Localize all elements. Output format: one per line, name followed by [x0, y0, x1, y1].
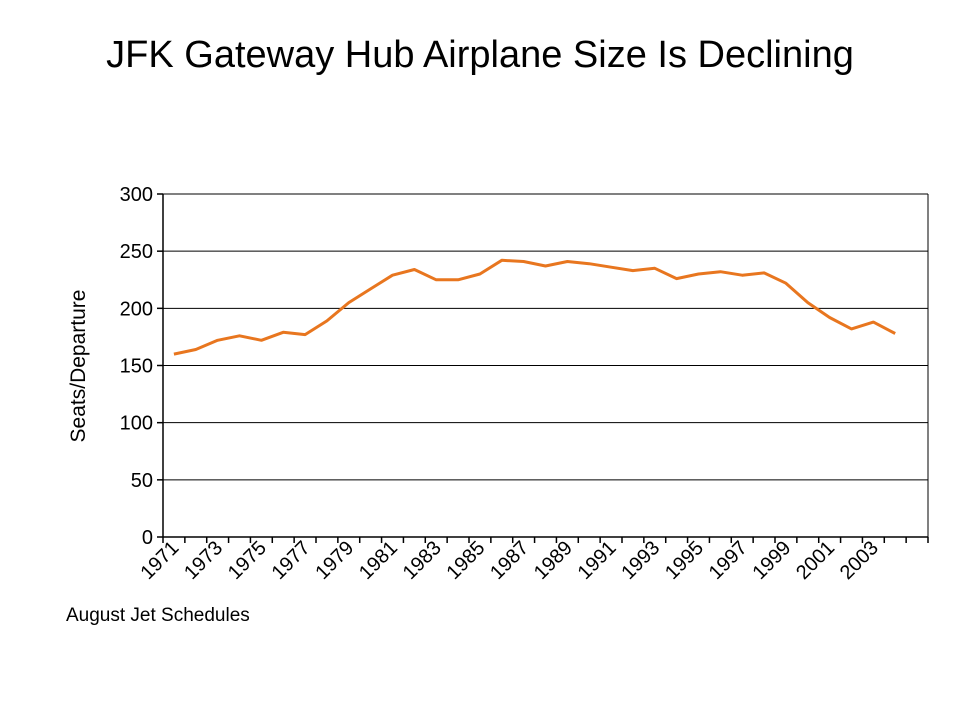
x-tick-label: 1999 [748, 537, 795, 584]
x-tick-label: 1973 [180, 537, 227, 584]
tick-labels: 0501001502002503001971197319751977197919… [120, 184, 883, 584]
y-tick-label: 100 [120, 413, 153, 435]
x-tick-label: 2003 [836, 537, 883, 584]
x-tick-label: 1985 [442, 537, 489, 584]
x-tick-label: 1981 [355, 537, 402, 584]
x-tick-label: 1993 [617, 537, 664, 584]
series-layer [173, 258, 896, 356]
x-tick-label: 2001 [792, 537, 839, 584]
y-tick-label: 250 [120, 241, 153, 263]
y-tick-label: 200 [120, 298, 153, 320]
x-tick-label: 1983 [399, 537, 446, 584]
source-note: August Jet Schedules [66, 605, 250, 626]
x-tick-label: 1979 [311, 537, 358, 584]
y-tick-label: 300 [120, 184, 153, 206]
x-tick-label: 1991 [574, 537, 621, 584]
x-tick-label: 1987 [486, 537, 533, 584]
slide-title: JFK Gateway Hub Airplane Size Is Declini… [106, 34, 854, 76]
y-axis-label: Seats/Departure [67, 290, 90, 443]
x-tick-label: 1995 [661, 537, 708, 584]
y-tick-label: 0 [142, 527, 153, 549]
series-line-1 [173, 258, 896, 356]
y-tick-label: 50 [131, 470, 153, 492]
y-tick-label: 150 [120, 356, 153, 378]
gridlines [163, 193, 928, 481]
x-tick-label: 1975 [224, 537, 271, 584]
x-tick-label: 1989 [530, 537, 577, 584]
x-tick-label: 1997 [705, 537, 752, 584]
axes [157, 193, 929, 543]
x-tick-label: 1977 [268, 537, 315, 584]
